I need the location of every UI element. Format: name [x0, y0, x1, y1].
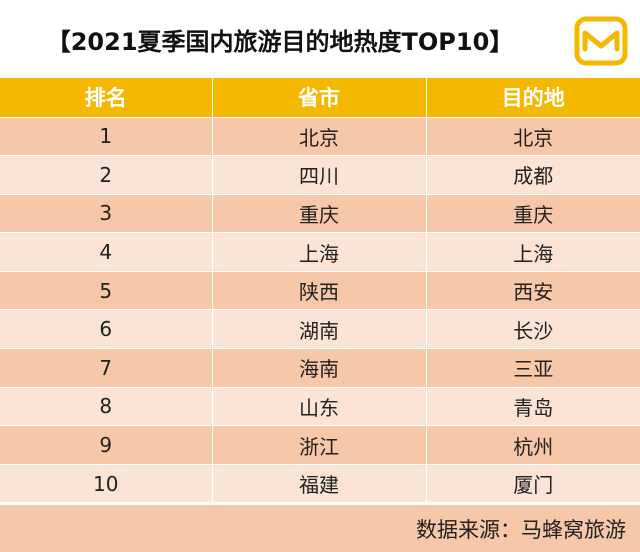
table-cell-rank: 3 — [0, 194, 213, 234]
table-cell-province: 四川 — [212, 155, 427, 195]
table-cell-destination: 长沙 — [426, 309, 640, 350]
table-row: 1 北京 北京 — [0, 117, 640, 157]
table-cell-destination: 重庆 — [426, 194, 640, 234]
table-cell-destination: 杭州 — [426, 425, 640, 465]
table-header-row: 排名 省市 目的地 — [0, 78, 640, 118]
table-cell-destination: 厦门 — [426, 464, 640, 504]
table-cell-rank: 4 — [0, 232, 213, 272]
table-cell-rank: 10 — [0, 464, 213, 504]
ranking-table: 排名 省市 目的地 1 北京 北京 2 四川 成都 3 重庆 重庆 4 上海 上海 5 陕西 西安 6 湖南 长沙… — [0, 78, 640, 504]
table-cell-destination: 北京 — [426, 117, 640, 157]
table-row: 8 山东 青岛 — [0, 387, 640, 427]
table-cell-province: 上海 — [212, 232, 427, 272]
table-row: 4 上海 上海 — [0, 232, 640, 272]
table-row: 10 福建 厦门 — [0, 464, 640, 504]
table-row: 7 海南 三亚 — [0, 348, 640, 388]
data-source-footer: 数据来源：马蜂窝旅游 — [0, 505, 640, 552]
column-header-province: 省市 — [212, 78, 427, 118]
table-cell-rank: 6 — [0, 309, 213, 350]
table-row: 6 湖南 长沙 — [0, 309, 640, 350]
column-header-destination: 目的地 — [426, 78, 640, 118]
table-cell-rank: 7 — [0, 348, 213, 388]
table-row: 2 四川 成都 — [0, 155, 640, 195]
table-row: 9 浙江 杭州 — [0, 425, 640, 465]
table-cell-province: 福建 — [212, 464, 427, 504]
table-cell-province: 浙江 — [212, 425, 427, 465]
table-cell-province: 湖南 — [212, 309, 427, 350]
table-cell-province: 重庆 — [212, 194, 427, 234]
table-cell-rank: 2 — [0, 155, 213, 195]
table-cell-rank: 8 — [0, 387, 213, 427]
table-cell-destination: 西安 — [426, 271, 640, 311]
table-cell-destination: 上海 — [426, 232, 640, 272]
table-cell-rank: 1 — [0, 117, 213, 157]
table-cell-province: 北京 — [212, 117, 427, 157]
table-cell-rank: 5 — [0, 271, 213, 311]
table-cell-destination: 成都 — [426, 155, 640, 195]
table-cell-rank: 9 — [0, 425, 213, 465]
table-body: 1 北京 北京 2 四川 成都 3 重庆 重庆 4 上海 上海 5 陕西 西安 6 湖南 长沙 7 海南 三亚 8 山东 青岛… — [0, 117, 640, 504]
mafengwo-m-logo-icon — [574, 16, 628, 66]
table-row: 3 重庆 重庆 — [0, 194, 640, 234]
table-cell-province: 山东 — [212, 387, 427, 427]
column-header-rank: 排名 — [0, 78, 213, 118]
table-cell-province: 海南 — [212, 348, 427, 388]
chart-title: 【2021夏季国内旅游目的地热度TOP10】 — [46, 27, 514, 56]
table-cell-province: 陕西 — [212, 271, 427, 311]
table-cell-destination: 青岛 — [426, 387, 640, 427]
table-row: 5 陕西 西安 — [0, 271, 640, 311]
table-cell-destination: 三亚 — [426, 348, 640, 388]
